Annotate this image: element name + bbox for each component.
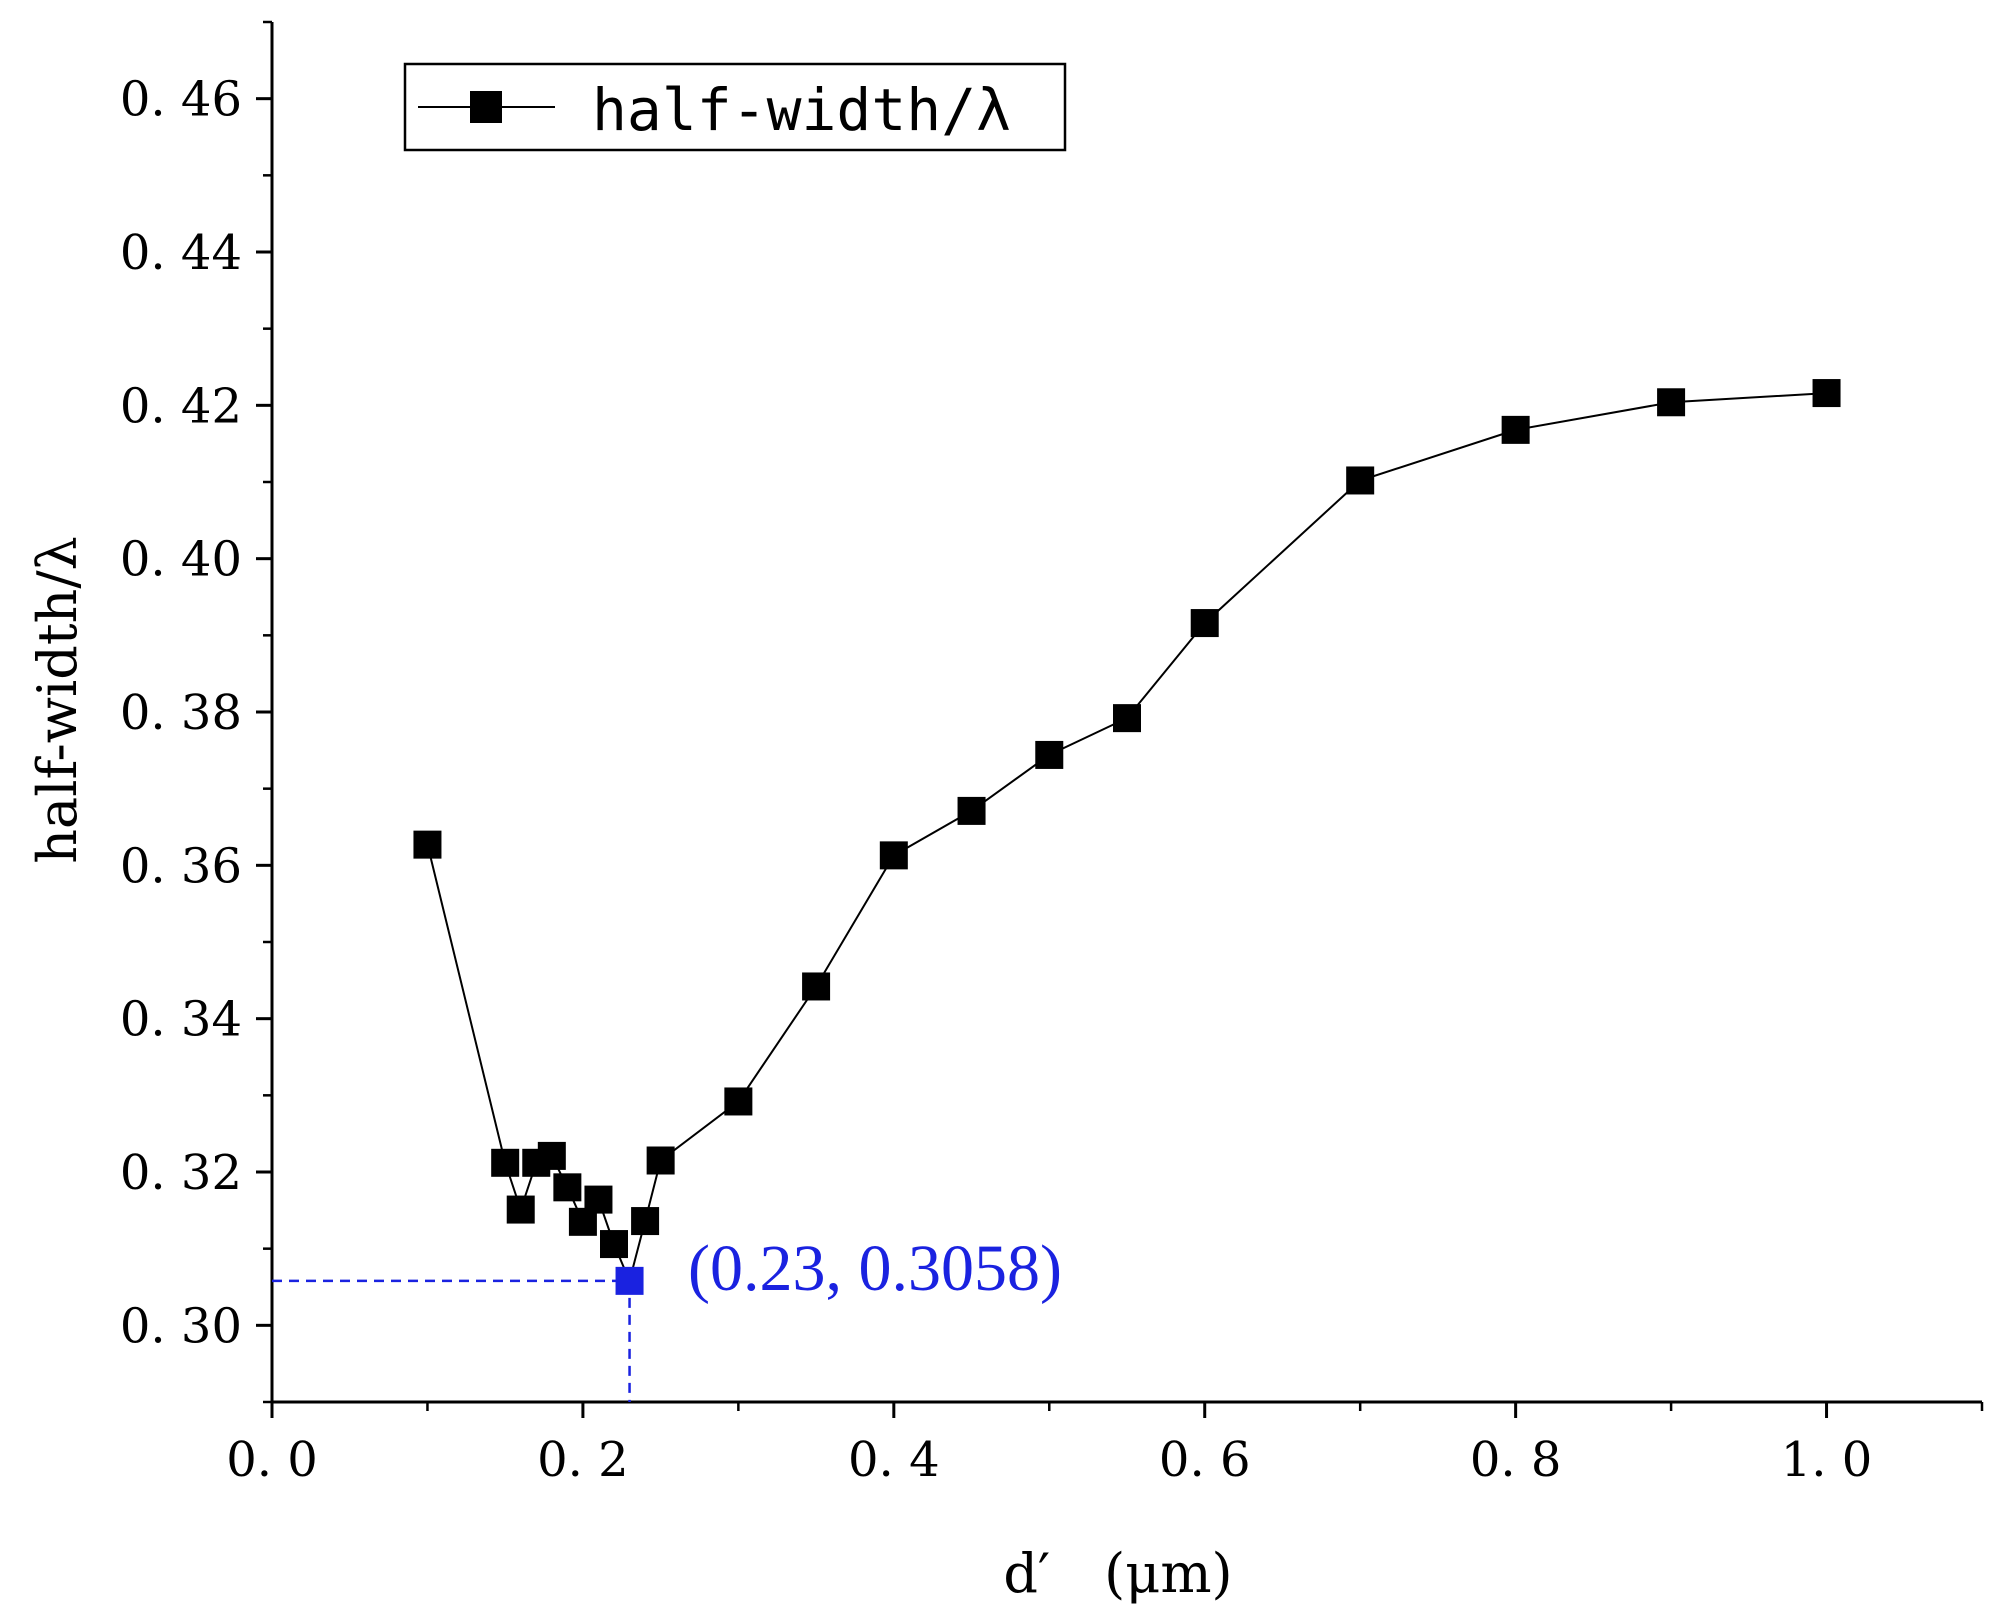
data-point [802,972,831,1001]
x-tick-label: 0. 8 [1470,1432,1562,1488]
data-point [553,1173,582,1202]
y-tick-label: 0. 30 [120,1298,242,1354]
data-point [413,830,442,859]
x-axis-title: d′ (μm) [1003,1542,1232,1605]
data-point [1035,740,1064,769]
legend: half-width/λ [403,62,1067,152]
data-point [1657,388,1686,417]
data-point [1190,609,1219,638]
highlight-label: (0.23, 0.3058) [688,1232,1062,1305]
y-tick-label: 0. 36 [120,838,242,894]
data-point [957,796,986,825]
series-line [426,392,1827,1285]
series-group [413,379,1841,1285]
y-tick-label: 0. 42 [120,378,242,434]
highlight-group [272,1266,644,1402]
x-tick-label: 1. 0 [1781,1432,1873,1488]
y-tick-label: 0. 40 [120,532,242,588]
x-tick-label: 0. 6 [1159,1432,1251,1488]
data-point [491,1148,520,1177]
legend-marker [470,91,502,123]
data-point [879,841,908,870]
y-tick-label: 0. 32 [120,1145,242,1201]
legend-label: half-width/λ [592,76,1011,144]
axes-group: 0. 30 0. 32 0. 34 0. 36 0. 38 0. 40 0. 42 0. 44… [120,20,1984,1488]
data-point [724,1087,753,1116]
data-point [646,1146,675,1175]
y-axis-title: half-width/λ [26,536,89,864]
data-point [631,1207,660,1236]
data-point [1501,415,1530,444]
data-point [600,1230,628,1259]
highlight-point [615,1266,644,1295]
y-tick-label: 0. 46 [120,72,242,128]
data-point [506,1195,535,1224]
x-tick-label: 0. 0 [226,1432,318,1488]
data-point [1812,379,1841,408]
x-tick-label: 0. 4 [848,1432,940,1488]
y-tick-label: 0. 44 [120,225,242,281]
y-tick-label: 0. 34 [120,992,242,1048]
data-point [584,1185,613,1214]
data-point [1346,466,1375,495]
y-tick-label: 0. 38 [120,685,242,741]
data-point [1113,704,1141,733]
data-point [537,1141,566,1170]
x-tick-label: 0. 2 [537,1432,629,1488]
